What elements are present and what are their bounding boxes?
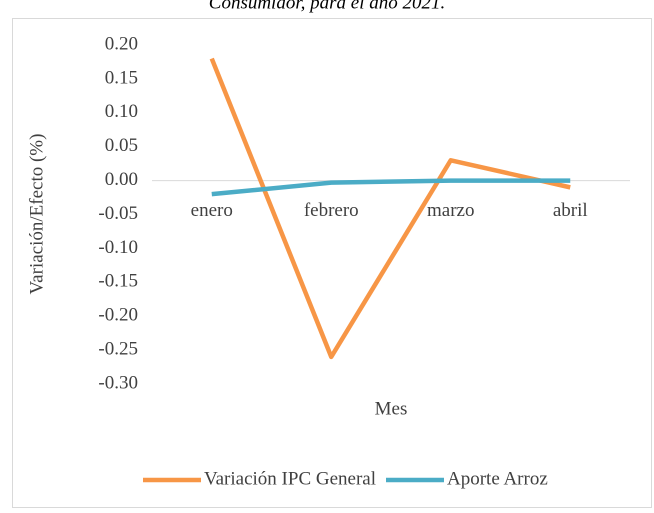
y-tick-label: 0.00 — [105, 169, 138, 190]
y-tick-label: -0.05 — [98, 203, 138, 224]
y-tick-label: 0.05 — [105, 135, 138, 156]
x-axis-label: Mes — [375, 398, 408, 419]
y-tick-label: -0.20 — [98, 305, 138, 326]
y-tick-label: 0.15 — [105, 67, 138, 88]
y-tick-label: -0.10 — [98, 237, 138, 258]
legend-label: Variación IPC General — [204, 468, 376, 489]
x-tick-label: febrero — [304, 200, 359, 221]
chart-title: Consumidor, para el año 2021. — [209, 0, 445, 13]
y-tick-label: -0.25 — [98, 338, 138, 359]
y-tick-label: 0.10 — [105, 101, 138, 122]
series-line — [211, 178, 571, 197]
y-tick-label: -0.15 — [98, 271, 138, 292]
x-tick-label: enero — [191, 200, 233, 221]
y-tick-label: -0.30 — [98, 372, 138, 393]
y-axis-label: Variación/Efecto (%) — [26, 134, 47, 295]
chart-frame — [12, 18, 652, 508]
x-tick-label: abril — [553, 200, 588, 221]
x-tick-label: marzo — [427, 200, 474, 221]
legend-label: Aporte Arroz — [447, 468, 548, 489]
series-line — [209, 57, 571, 360]
y-tick-label: 0.20 — [105, 33, 138, 54]
